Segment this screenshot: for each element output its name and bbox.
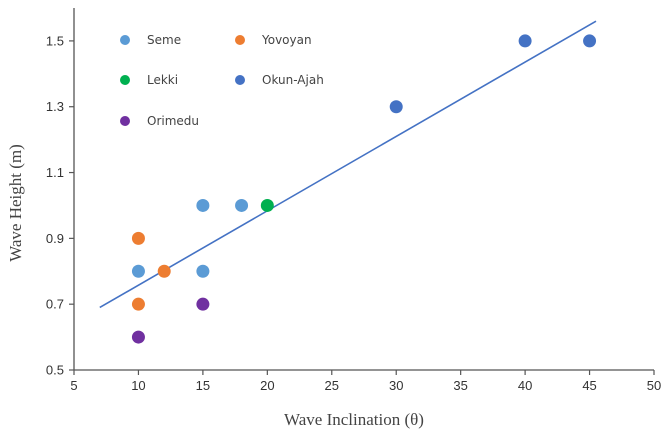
data-points	[131, 34, 597, 344]
x-ticks: 5 10 15 20 25 30 35 40 45 50	[70, 370, 661, 393]
x-tick-label: 5	[70, 378, 77, 393]
x-tick-label: 50	[647, 378, 661, 393]
data-point-okun-ajah	[518, 34, 532, 48]
y-tick-label: 0.9	[46, 231, 64, 246]
x-tick-label: 25	[325, 378, 339, 393]
data-point-seme	[235, 198, 249, 212]
x-tick-label: 35	[453, 378, 467, 393]
x-tick-label: 30	[389, 378, 403, 393]
data-point-seme	[131, 264, 145, 278]
legend-label-okun-ajah: Okun-Ajah	[262, 73, 324, 87]
legend-label-seme: Seme	[147, 33, 181, 47]
data-point-orimedu	[131, 330, 145, 344]
trendline	[99, 20, 597, 309]
y-tick-label: 1.1	[46, 165, 64, 180]
legend-marker-orimedu	[120, 116, 130, 126]
y-tick-label: 1.5	[46, 33, 64, 48]
legend-marker-yovoyan	[235, 35, 245, 45]
data-point-yovoyan	[131, 231, 145, 245]
legend-label-yovoyan: Yovoyan	[261, 33, 312, 47]
data-point-yovoyan	[131, 297, 145, 311]
x-tick-label: 10	[131, 378, 145, 393]
legend: Seme Yovoyan Lekki Okun-Ajah Orimedu	[120, 33, 324, 128]
x-tick-label: 40	[518, 378, 532, 393]
data-point-lekki	[260, 198, 274, 212]
data-point-seme	[196, 198, 210, 212]
y-axis-title: Wave Height (m)	[6, 144, 25, 262]
x-axis-title: Wave Inclination (θ)	[284, 410, 424, 429]
y-tick-label: 0.5	[46, 363, 64, 378]
legend-marker-okun-ajah	[235, 75, 245, 85]
data-point-orimedu	[196, 297, 210, 311]
x-tick-label: 20	[260, 378, 274, 393]
x-tick-label: 15	[196, 378, 210, 393]
legend-marker-seme	[120, 35, 130, 45]
legend-marker-lekki	[120, 75, 130, 85]
y-tick-label: 1.3	[46, 99, 64, 114]
data-point-okun-ajah	[389, 100, 403, 114]
y-ticks: 0.5 0.7 0.9 1.1 1.3 1.5	[46, 33, 74, 378]
x-tick-label: 45	[582, 378, 596, 393]
legend-label-lekki: Lekki	[147, 73, 178, 87]
data-point-seme	[196, 264, 210, 278]
data-point-okun-ajah	[583, 34, 597, 48]
legend-label-orimedu: Orimedu	[147, 114, 199, 128]
y-tick-label: 0.7	[46, 297, 64, 312]
axes	[73, 8, 654, 371]
data-point-yovoyan	[157, 264, 171, 278]
